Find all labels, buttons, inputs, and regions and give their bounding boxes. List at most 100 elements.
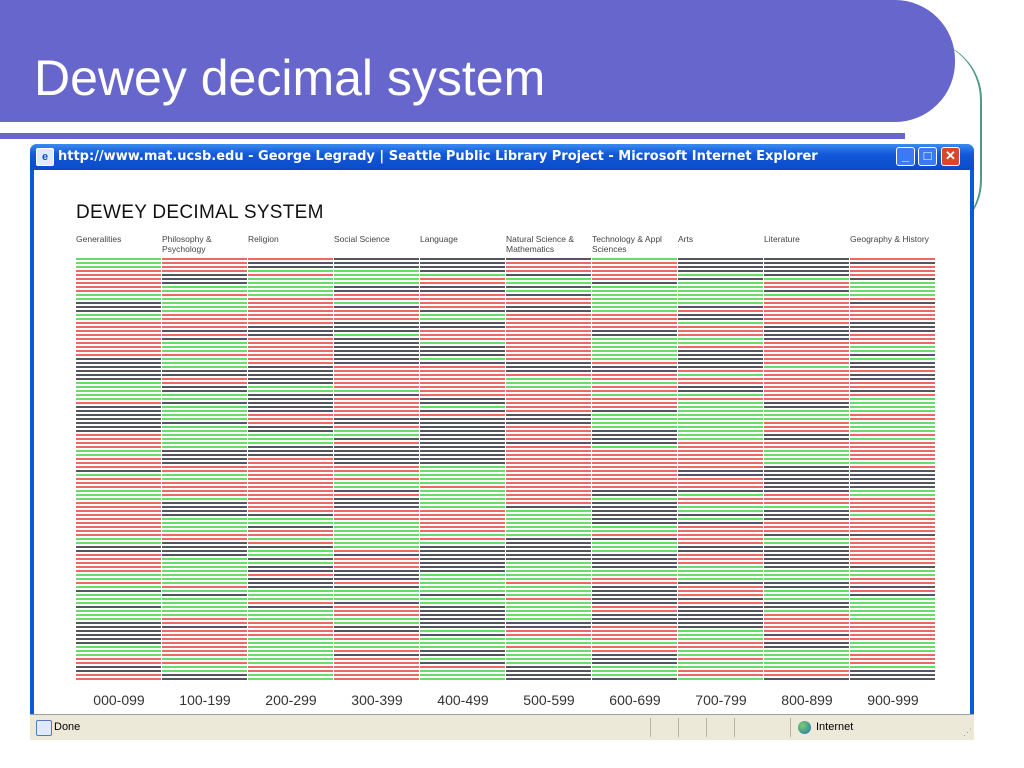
band-line — [334, 514, 419, 516]
band-line — [592, 570, 677, 572]
band-line — [334, 658, 419, 660]
band-line — [420, 530, 505, 532]
dewey-bands-visualization — [76, 258, 936, 682]
range-label: 800-899 — [781, 692, 833, 708]
band-line — [162, 274, 247, 276]
band-line — [76, 350, 161, 352]
band-line — [76, 418, 161, 420]
band-line — [76, 626, 161, 628]
band-line — [334, 342, 419, 344]
band-line — [76, 398, 161, 400]
category-label: Literature — [764, 234, 800, 244]
band-line — [420, 498, 505, 500]
band-line — [76, 554, 161, 556]
band-line — [592, 318, 677, 320]
band-line — [592, 522, 677, 524]
band-line — [678, 578, 763, 580]
band-column — [76, 258, 161, 682]
band-line — [678, 458, 763, 460]
band-line — [334, 566, 419, 568]
band-line — [334, 558, 419, 560]
band-line — [76, 366, 161, 368]
band-line — [592, 562, 677, 564]
band-line — [506, 550, 591, 552]
band-line — [248, 350, 333, 352]
band-line — [678, 258, 763, 260]
band-line — [420, 290, 505, 292]
page-content: DEWEY DECIMAL SYSTEM Generalities Philoso… — [34, 170, 970, 714]
band-line — [592, 602, 677, 604]
band-line — [764, 510, 849, 512]
band-line — [678, 530, 763, 532]
band-line — [420, 658, 505, 660]
band-line — [850, 454, 935, 456]
band-line — [248, 606, 333, 608]
band-line — [764, 582, 849, 584]
band-line — [678, 518, 763, 520]
band-line — [248, 610, 333, 612]
band-line — [850, 498, 935, 500]
range-label: 900-999 — [867, 692, 919, 708]
band-line — [76, 510, 161, 512]
band-line — [334, 426, 419, 428]
band-line — [162, 618, 247, 620]
band-line — [678, 674, 763, 676]
band-line — [850, 654, 935, 656]
band-line — [162, 318, 247, 320]
band-line — [592, 330, 677, 332]
band-line — [420, 646, 505, 648]
band-line — [420, 634, 505, 636]
band-line — [334, 366, 419, 368]
close-button[interactable]: ✕ — [941, 147, 960, 166]
band-line — [76, 602, 161, 604]
band-line — [76, 294, 161, 296]
band-line — [764, 430, 849, 432]
band-line — [420, 518, 505, 520]
band-line — [678, 650, 763, 652]
band-line — [162, 658, 247, 660]
status-divider — [650, 718, 651, 737]
window-titlebar[interactable]: e http://www.mat.ucsb.edu - George Legra… — [30, 144, 974, 170]
band-line — [592, 670, 677, 672]
resize-grip-icon[interactable]: ⋰ — [963, 727, 972, 737]
band-line — [850, 290, 935, 292]
band-line — [678, 366, 763, 368]
band-line — [678, 610, 763, 612]
band-line — [850, 286, 935, 288]
band-line — [162, 642, 247, 644]
band-line — [420, 362, 505, 364]
band-line — [506, 326, 591, 328]
band-line — [334, 418, 419, 420]
band-line — [248, 446, 333, 448]
band-line — [162, 418, 247, 420]
band-line — [248, 590, 333, 592]
band-line — [76, 430, 161, 432]
band-line — [76, 310, 161, 312]
band-line — [248, 486, 333, 488]
band-line — [162, 322, 247, 324]
band-line — [592, 458, 677, 460]
band-line — [764, 574, 849, 576]
band-line — [592, 482, 677, 484]
band-line — [162, 434, 247, 436]
band-line — [248, 534, 333, 536]
maximize-button[interactable]: □ — [918, 147, 937, 166]
band-line — [592, 578, 677, 580]
band-line — [248, 558, 333, 560]
band-line — [764, 570, 849, 572]
band-line — [850, 450, 935, 452]
band-line — [76, 266, 161, 268]
band-line — [678, 566, 763, 568]
band-line — [764, 302, 849, 304]
band-line — [592, 594, 677, 596]
internet-explorer-icon[interactable]: e — [36, 148, 54, 166]
band-line — [248, 302, 333, 304]
band-line — [248, 494, 333, 496]
band-line — [592, 338, 677, 340]
band-line — [678, 522, 763, 524]
band-line — [162, 650, 247, 652]
minimize-button[interactable]: _ — [896, 147, 915, 166]
band-line — [592, 554, 677, 556]
band-line — [592, 498, 677, 500]
band-line — [764, 518, 849, 520]
